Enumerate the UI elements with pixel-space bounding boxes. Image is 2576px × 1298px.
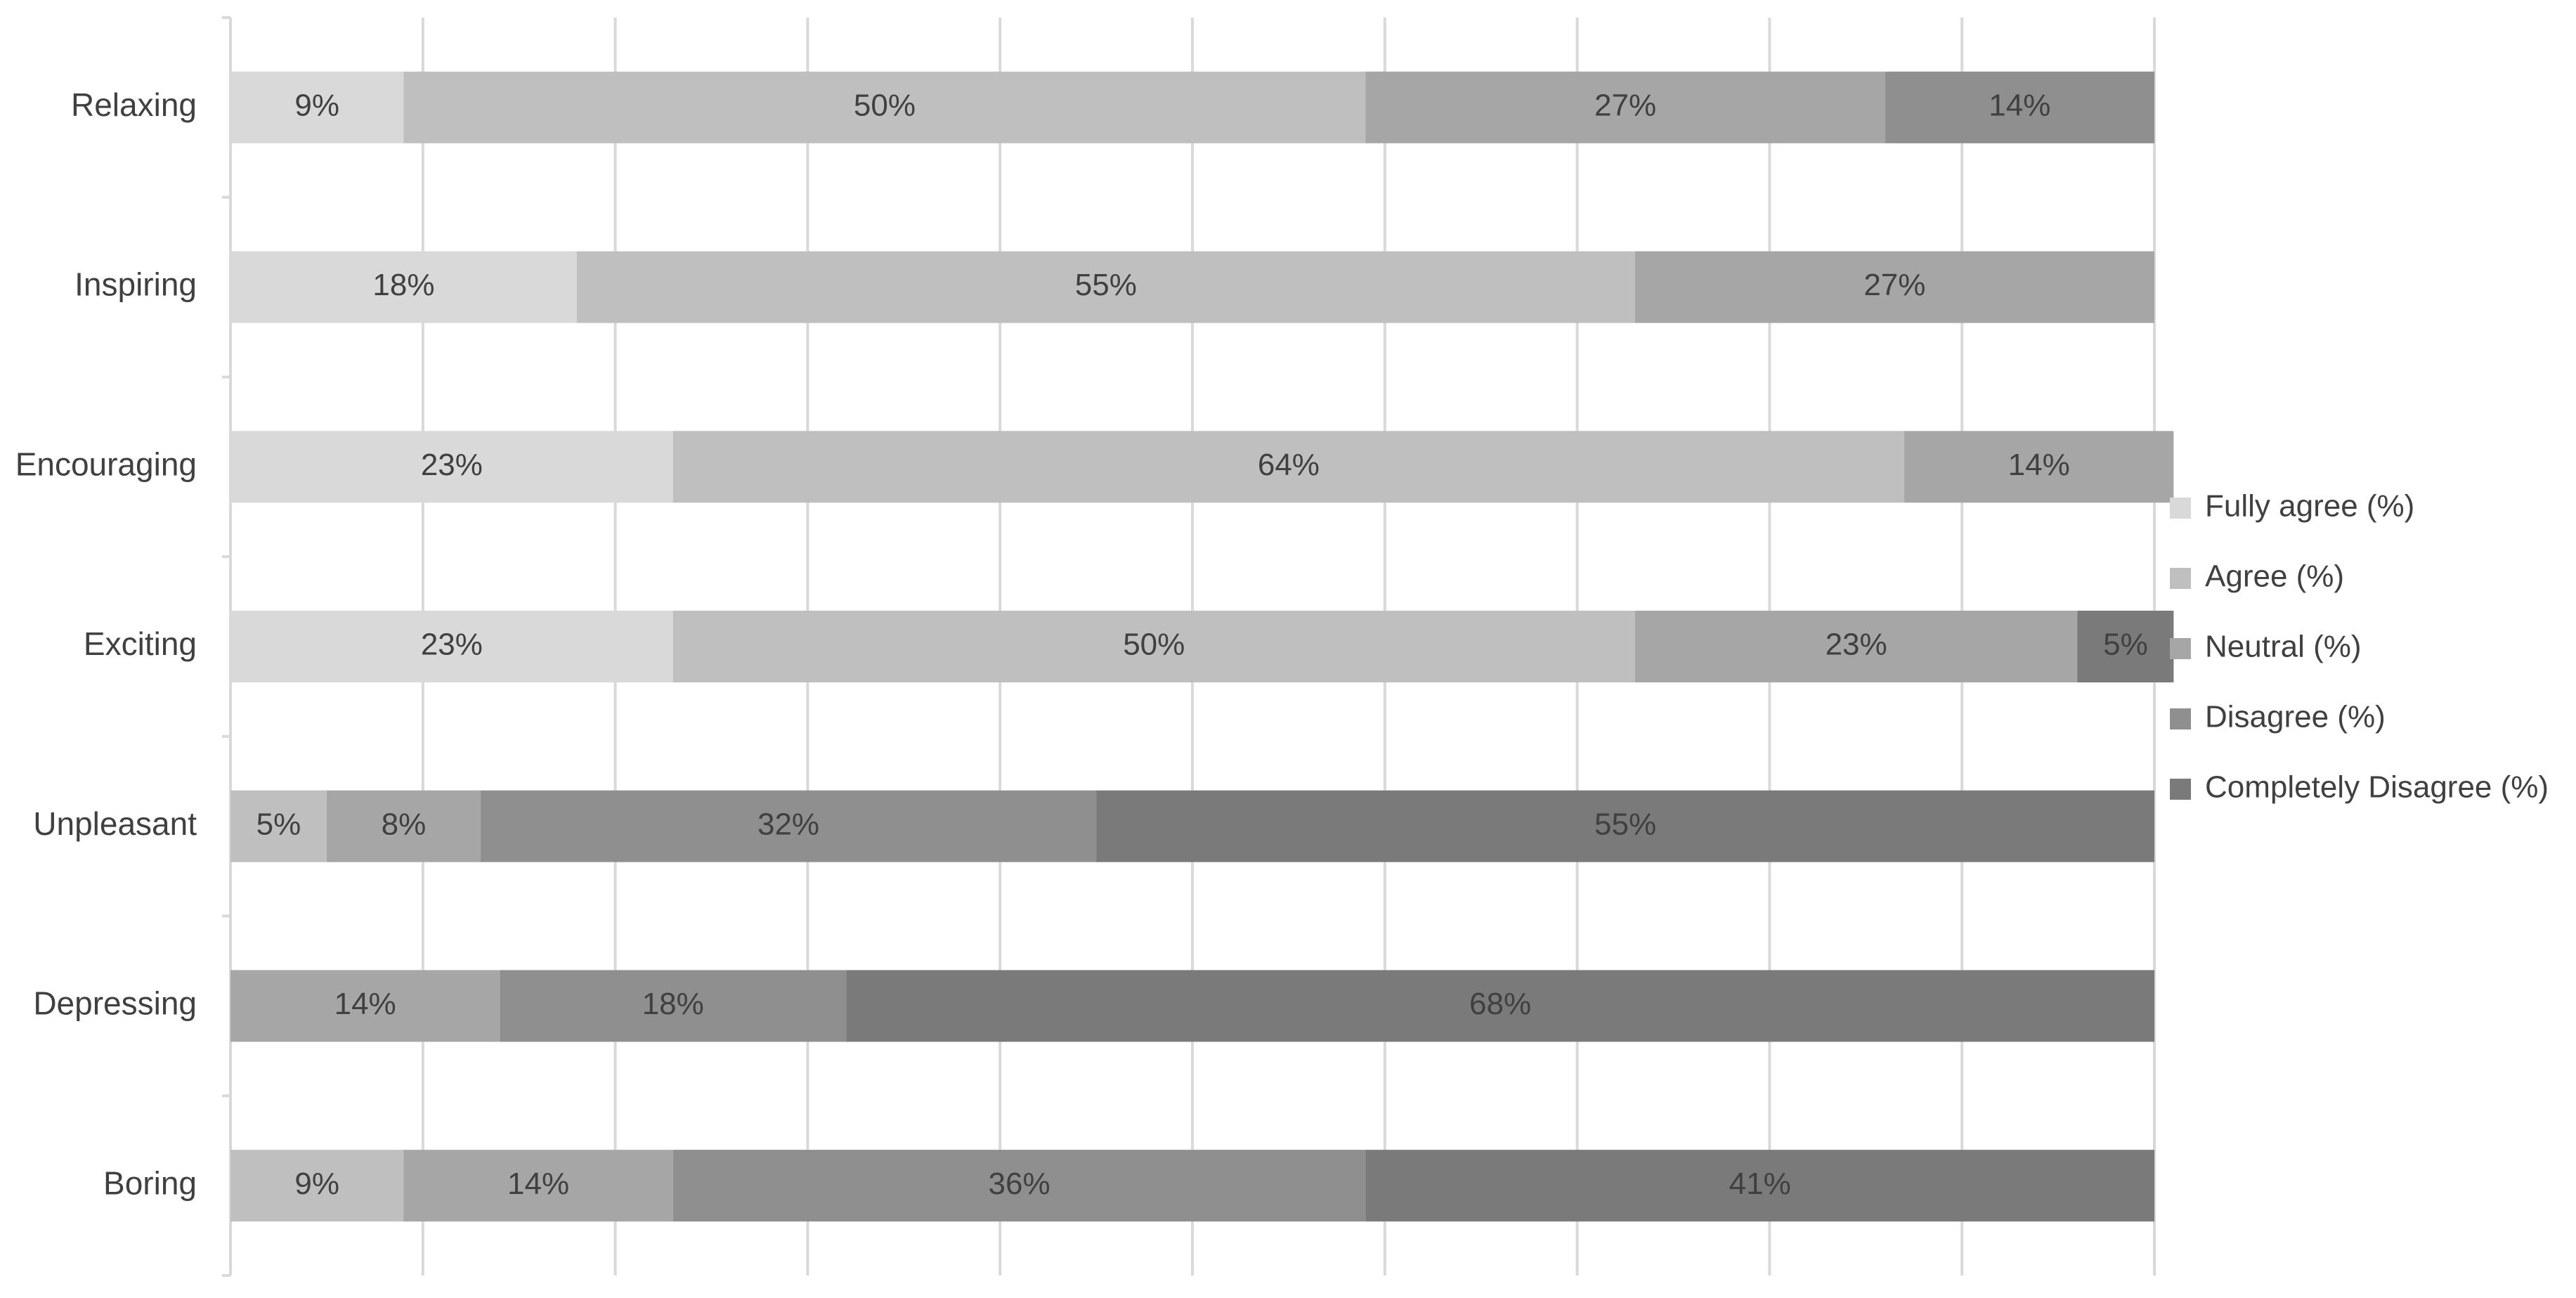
- data-label: 50%: [1123, 628, 1185, 662]
- bar-segment: [846, 970, 2154, 1042]
- data-label: 14%: [507, 1167, 569, 1201]
- bar-segment: [672, 1150, 1366, 1222]
- data-label: 41%: [1729, 1167, 1791, 1201]
- bar-segment: [403, 1150, 673, 1222]
- data-label: 8%: [382, 807, 427, 841]
- bar-segment: [1634, 251, 2154, 323]
- category-label: Inspiring: [74, 266, 197, 303]
- legend-label: Completely Disagree (%): [2205, 770, 2549, 805]
- bar-segment: [1904, 431, 2174, 503]
- data-label: 18%: [372, 268, 434, 302]
- legend-label: Fully agree (%): [2205, 489, 2414, 524]
- bar-segment: [403, 71, 1366, 143]
- category-label: Exciting: [84, 625, 197, 662]
- data-label: 9%: [294, 88, 339, 122]
- category-label: Encouraging: [15, 446, 197, 482]
- bar-segment: [230, 251, 577, 323]
- data-label: 36%: [989, 1167, 1050, 1201]
- category-label: Unpleasant: [33, 805, 197, 842]
- bar-segment: [230, 790, 327, 862]
- bar-segment: [1365, 71, 1885, 143]
- data-label: 32%: [757, 807, 819, 841]
- data-label: 55%: [1075, 268, 1137, 302]
- bar-segment: [230, 1150, 404, 1222]
- legend-label: Neutral (%): [2205, 630, 2362, 664]
- data-label: 23%: [421, 628, 483, 662]
- category-label: Boring: [103, 1164, 197, 1201]
- bar-segment: [1634, 611, 2078, 682]
- data-label: 14%: [334, 987, 396, 1021]
- bar-segment: [1885, 71, 2154, 143]
- data-label: 55%: [1594, 807, 1656, 841]
- data-label: 9%: [294, 1167, 339, 1201]
- category-label: Relaxing: [71, 86, 197, 123]
- legend-swatch: [2170, 708, 2191, 729]
- legend-label: Agree (%): [2205, 559, 2344, 594]
- legend-swatch: [2170, 638, 2191, 659]
- legend-swatch: [2170, 779, 2191, 800]
- bar-segment: [230, 970, 500, 1042]
- data-label: 5%: [256, 807, 301, 841]
- data-label: 27%: [1863, 268, 1925, 302]
- data-label: 5%: [2103, 628, 2148, 662]
- bar-segment: [326, 790, 481, 862]
- data-label: 18%: [642, 987, 704, 1021]
- data-label: 68%: [1469, 987, 1531, 1021]
- legend-swatch: [2170, 568, 2191, 589]
- bar-segment: [480, 790, 1097, 862]
- bar-segment: [576, 251, 1635, 323]
- bar-segment: [230, 431, 673, 503]
- bar-segment: [2077, 611, 2174, 682]
- bar-segment: [672, 431, 1905, 503]
- data-label: 64%: [1258, 448, 1320, 482]
- bar-segment: [1365, 1150, 2154, 1222]
- bar-segment: [230, 611, 673, 682]
- bar-segment: [1096, 790, 2154, 862]
- data-label: 23%: [1826, 628, 1887, 662]
- bar-segment: [672, 611, 1635, 682]
- bar-segment: [230, 71, 404, 143]
- data-label: 27%: [1594, 88, 1656, 122]
- data-label: 14%: [2008, 448, 2070, 482]
- legend-swatch: [2170, 498, 2191, 519]
- category-label: Depressing: [33, 985, 197, 1022]
- data-label: 23%: [421, 448, 483, 482]
- data-label: 14%: [1989, 88, 2050, 122]
- bar-segment: [500, 970, 847, 1042]
- data-label: 50%: [854, 88, 916, 122]
- legend-label: Disagree (%): [2205, 700, 2386, 734]
